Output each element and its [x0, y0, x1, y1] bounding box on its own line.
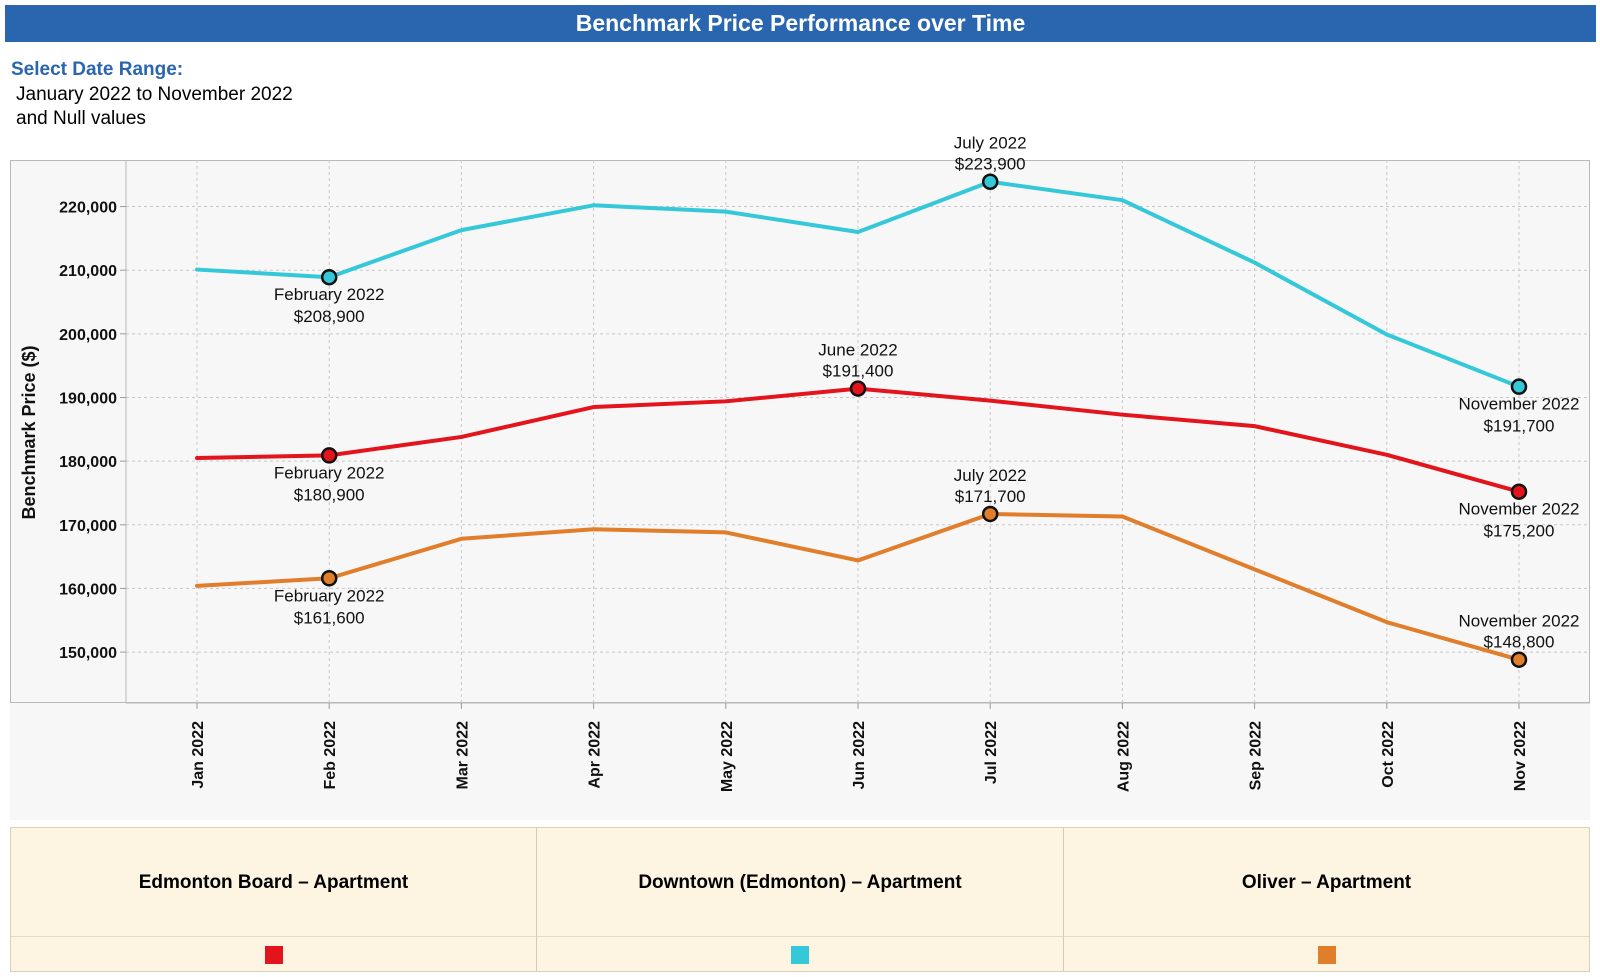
data-label-value: $171,700 [955, 487, 1026, 506]
y-tick-label: 160,000 [59, 581, 117, 598]
data-point-marker [1510, 483, 1528, 500]
x-tick-label: Jun 2022 [851, 721, 868, 790]
data-label-month: February 2022 [274, 586, 385, 605]
x-tick-label: Sep 2022 [1248, 721, 1265, 790]
chart-title: Benchmark Price Performance over Time [5, 5, 1596, 42]
y-tick-label: 180,000 [59, 454, 117, 471]
data-point-marker [320, 570, 338, 587]
x-tick-label: Jan 2022 [190, 721, 207, 789]
x-tick-label: Oct 2022 [1380, 721, 1397, 788]
legend-swatch-cyan [791, 946, 809, 964]
series-line-2 [195, 511, 1521, 662]
data-label-month: November 2022 [1459, 612, 1580, 631]
y-tick-label: 220,000 [59, 200, 117, 217]
line-chart: 150,000 160,000 170,000 180,000 190,000 200,0… [10, 133, 1590, 820]
data-label-value: $148,800 [1484, 633, 1555, 652]
date-range-filter-label[interactable]: Select Date Range: [11, 59, 184, 80]
x-tick-label: Aug 2022 [1115, 721, 1132, 792]
legend-swatch-red [264, 946, 283, 964]
data-point-marker [849, 380, 867, 397]
y-tick-label: 170,000 [59, 518, 117, 535]
data-label-value: $175,200 [1484, 522, 1555, 541]
data-point-marker [320, 447, 338, 464]
data-label-value: $208,900 [294, 307, 365, 326]
data-label-month: November 2022 [1459, 395, 1580, 414]
legend-swatch-row [1064, 936, 1589, 972]
legend-item-downtown[interactable]: Downtown (Edmonton) – Apartment [537, 828, 1064, 971]
y-axis-title: Benchmark Price ($) [19, 345, 39, 519]
data-point-marker [320, 268, 338, 286]
null-values-note: and Null values [16, 108, 146, 129]
legend-item-edmonton-board[interactable]: Edmonton Board – Apartment [11, 828, 537, 971]
x-tick-label: Jul 2022 [983, 721, 1000, 784]
y-tick-label: 210,000 [59, 263, 117, 280]
x-axis-area-bg [10, 703, 1590, 820]
data-label-month: July 2022 [954, 134, 1027, 153]
data-label-value: $191,700 [1484, 417, 1555, 436]
data-point-marker [1510, 378, 1528, 395]
legend-label: Oliver – Apartment [1241, 872, 1412, 893]
data-label-month: July 2022 [954, 466, 1027, 485]
data-point-marker [1510, 651, 1528, 668]
legend-swatch-row [11, 936, 536, 972]
series-line-1 [195, 179, 1521, 389]
data-point-marker [981, 505, 999, 523]
legend: Edmonton Board – Apartment Downtown (Edm… [10, 827, 1590, 972]
legend-item-oliver[interactable]: Oliver – Apartment [1064, 828, 1589, 971]
data-label-month: February 2022 [274, 285, 385, 304]
x-tick-label: Mar 2022 [454, 721, 471, 790]
x-tick-label: Feb 2022 [322, 721, 339, 790]
data-label-month: February 2022 [274, 463, 385, 482]
y-tick-label: 150,000 [59, 645, 117, 662]
data-label-value: $191,400 [823, 362, 894, 381]
data-point-marker [981, 173, 999, 190]
legend-label: Edmonton Board – Apartment [138, 872, 409, 893]
date-range-value: January 2022 to November 2022 [16, 84, 293, 105]
data-label-month: November 2022 [1459, 500, 1580, 519]
x-tick-label: Apr 2022 [587, 721, 604, 789]
x-tick-label: May 2022 [719, 721, 736, 792]
y-tick-label: 200,000 [59, 327, 117, 344]
data-label-value: $223,900 [955, 155, 1026, 174]
data-label-value: $180,900 [294, 485, 365, 504]
chart-area-bg [10, 160, 1590, 703]
data-label-value: $161,600 [294, 608, 365, 627]
x-tick-label: Nov 2022 [1512, 721, 1529, 791]
legend-label: Downtown (Edmonton) – Apartment [638, 872, 962, 893]
legend-swatch-row [537, 936, 1063, 972]
legend-swatch-orange [1317, 946, 1336, 964]
y-tick-label: 190,000 [59, 390, 117, 407]
data-label-month: June 2022 [818, 341, 897, 360]
